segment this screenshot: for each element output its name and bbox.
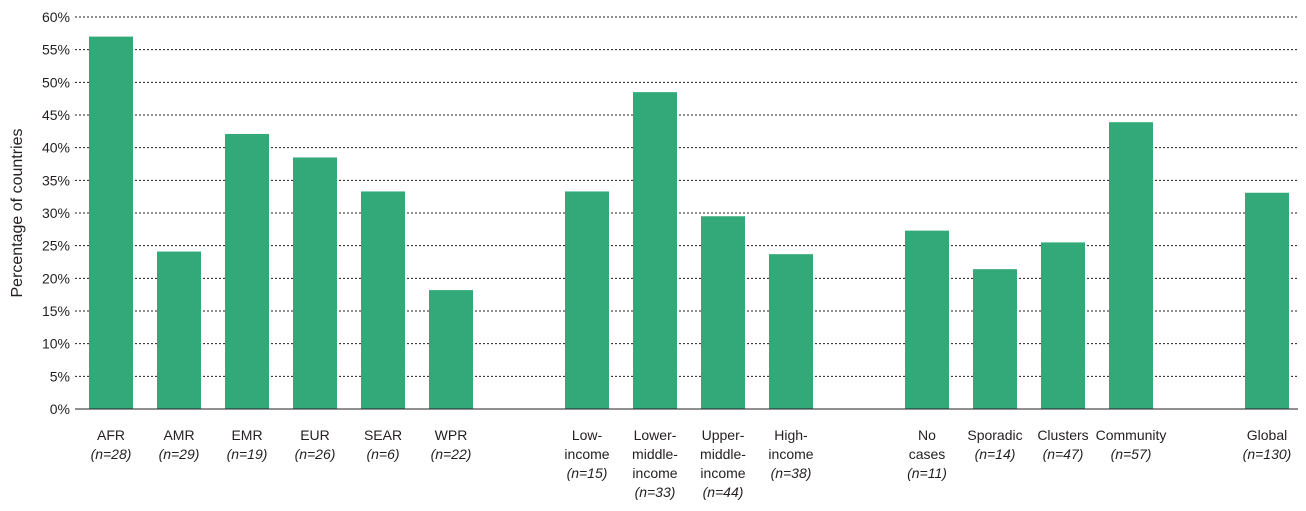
y-tick-label: 35% [42, 172, 70, 188]
bar [429, 290, 473, 409]
y-tick-label: 60% [42, 9, 70, 25]
category-count-label: (n=26) [295, 446, 336, 462]
category-label: income [700, 465, 745, 481]
category-label: Clusters [1037, 427, 1088, 443]
y-tick-label: 25% [42, 238, 70, 254]
y-tick-label: 30% [42, 205, 70, 221]
category-count-label: (n=33) [635, 484, 676, 500]
bar [565, 191, 609, 409]
y-tick-label: 20% [42, 270, 70, 286]
category-label: cases [909, 446, 946, 462]
category-label: middle- [632, 446, 678, 462]
y-tick-label: 15% [42, 303, 70, 319]
y-tick-label: 45% [42, 107, 70, 123]
category-label: Low- [572, 427, 603, 443]
y-tick-labels: 0% 5% 10% 15% 20% 25% 30% 35% 40% 45% 50% 55% 60% [42, 9, 70, 417]
bar [1245, 192, 1289, 409]
y-tick-label: 10% [42, 336, 70, 352]
y-axis-label: Percentage of countries [9, 129, 26, 298]
x-category-labels: AFR (n=28) AMR (n=29) EMR (n=19) EUR (n=26) SEAR… [91, 427, 1292, 500]
category-label: income [768, 446, 813, 462]
bar [769, 254, 813, 409]
bar [157, 251, 201, 409]
bar [1041, 242, 1085, 409]
category-count-label: (n=15) [567, 465, 608, 481]
category-label: EUR [300, 427, 330, 443]
bar [905, 230, 949, 409]
y-tick-label: 40% [42, 140, 70, 156]
y-tick-label: 5% [50, 368, 70, 384]
y-tick-label: 0% [50, 401, 70, 417]
category-count-label: (n=29) [159, 446, 200, 462]
category-count-label: (n=28) [91, 446, 132, 462]
bar [701, 216, 745, 409]
category-label: Upper- [702, 427, 745, 443]
bar [361, 191, 405, 409]
y-tick-label: 50% [42, 74, 70, 90]
category-label: middle- [700, 446, 746, 462]
category-label: income [632, 465, 677, 481]
category-label: No [918, 427, 936, 443]
category-label: EMR [231, 427, 262, 443]
category-label: Global [1247, 427, 1287, 443]
bar [1109, 122, 1153, 409]
category-label: AFR [97, 427, 125, 443]
category-label: WPR [435, 427, 468, 443]
category-count-label: (n=57) [1111, 446, 1152, 462]
category-count-label: (n=130) [1243, 446, 1292, 462]
bars [89, 36, 1289, 410]
category-count-label: (n=11) [907, 465, 947, 481]
bar [633, 92, 677, 409]
category-count-label: (n=6) [366, 446, 399, 462]
bar [293, 157, 337, 409]
category-label: SEAR [364, 427, 402, 443]
category-label: High- [774, 427, 808, 443]
category-count-label: (n=22) [431, 446, 472, 462]
category-label: Lower- [634, 427, 677, 443]
category-label: income [564, 446, 609, 462]
category-label: Community [1096, 427, 1167, 443]
bar [89, 36, 133, 409]
category-label: Sporadic [967, 427, 1022, 443]
bar [973, 269, 1017, 409]
category-count-label: (n=47) [1043, 446, 1084, 462]
y-tick-label: 55% [42, 42, 70, 58]
category-count-label: (n=44) [703, 484, 744, 500]
category-count-label: (n=19) [227, 446, 268, 462]
category-label: AMR [163, 427, 194, 443]
bar [225, 133, 269, 410]
category-count-label: (n=14) [975, 446, 1016, 462]
category-count-label: (n=38) [771, 465, 812, 481]
